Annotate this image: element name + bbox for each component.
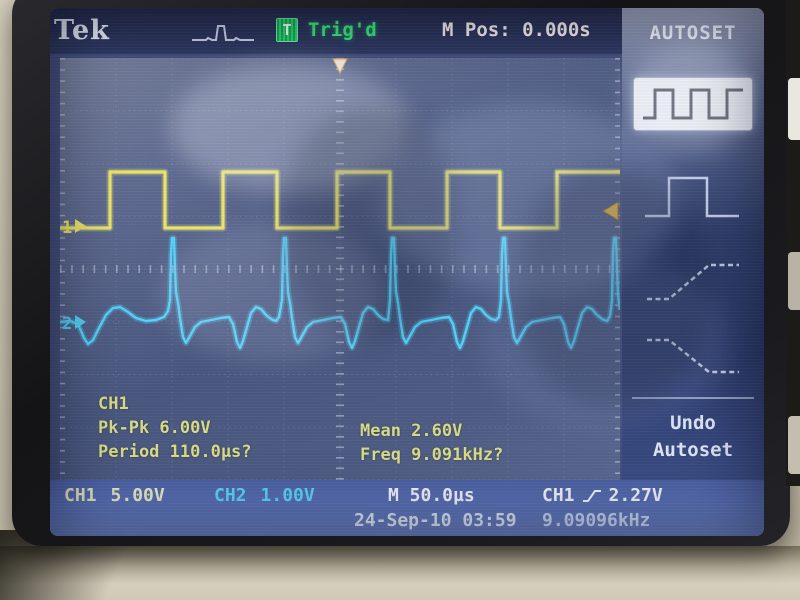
softkey-button[interactable] bbox=[788, 416, 800, 474]
pulse-icon bbox=[645, 176, 739, 218]
ch2-scale-readout: CH2 1.00V bbox=[214, 485, 315, 506]
ch2-marker[interactable]: 2 bbox=[62, 314, 72, 334]
timebase-readout: M 50.0µs bbox=[388, 485, 475, 506]
trigger-level-arrow-icon[interactable] bbox=[602, 201, 619, 221]
undo-autoset-button[interactable]: Undo Autoset bbox=[652, 412, 734, 461]
top-status-bar: Tek T Trig'd M Pos: 0.000s bbox=[50, 8, 622, 54]
softkey-button-column bbox=[786, 0, 800, 486]
tek-logo: Tek bbox=[54, 15, 110, 46]
mean-freq-measurement-block: Mean 2.60V Freq 9.091kHz? bbox=[360, 419, 503, 467]
falling-ramp-icon bbox=[647, 338, 739, 374]
measure-mean: Mean 2.60V bbox=[360, 421, 463, 441]
graticule-svg: 1 2 bbox=[60, 58, 620, 480]
softkey-button[interactable] bbox=[788, 252, 800, 310]
rising-ramp-icon bbox=[647, 263, 739, 301]
bottom-status-bar: CH1 5.00V CH2 1.00V M 50.0µs CH1 2.27V 24-… bbox=[50, 480, 764, 536]
ch1-measurement-block: CH1 Pk-Pk 6.00V Period 110.0µs? bbox=[98, 392, 252, 464]
grid-dots bbox=[60, 58, 620, 480]
ch2-trace bbox=[60, 236, 620, 350]
trigger-readout: CH1 2.27V bbox=[542, 485, 663, 506]
horizontal-position-readout: M Pos: 0.000s bbox=[442, 19, 591, 41]
datetime-readout: 24-Sep-10 03:59 bbox=[354, 510, 517, 531]
lcd-screen: Tek T Trig'd M Pos: 0.000s AUTOSET bbox=[50, 8, 764, 536]
menu-title: AUTOSET bbox=[649, 22, 737, 44]
measure-period: Period 110.0µs? bbox=[98, 442, 252, 462]
softkey-menu: AUTOSET bbox=[622, 8, 764, 480]
ch1-marker[interactable]: 1 bbox=[62, 218, 72, 238]
ch1-trace bbox=[60, 170, 620, 230]
trigger-status-label: Trig'd bbox=[308, 19, 377, 41]
measure-source: CH1 bbox=[98, 394, 129, 414]
ch1-trace-glow bbox=[60, 168, 620, 232]
square-wave-icon bbox=[643, 88, 743, 120]
ch1-scale-readout: CH1 5.00V bbox=[64, 485, 165, 506]
graticule-area: 1 2 CH1 Pk-Pk 6.00V Period 110.0µs? Mean… bbox=[60, 58, 620, 480]
trigger-t-icon: T bbox=[276, 18, 298, 42]
measure-pkpk: Pk-Pk 6.00V bbox=[98, 418, 211, 438]
menu-item-single-pulse[interactable] bbox=[641, 168, 745, 226]
ch2-marker-arrow-icon bbox=[75, 315, 86, 329]
frequency-counter-readout: 9.09096kHz bbox=[542, 510, 651, 531]
menu-item-falling-ramp[interactable] bbox=[641, 328, 745, 384]
ch1-marker-arrow-icon bbox=[75, 219, 86, 233]
softkey-button[interactable] bbox=[788, 78, 800, 140]
trigger-position-arrow-icon[interactable] bbox=[332, 58, 348, 75]
menu-item-rising-ramp[interactable] bbox=[641, 253, 745, 309]
menu-item-square-wave[interactable] bbox=[634, 78, 752, 130]
menu-divider bbox=[632, 397, 754, 399]
acquisition-waveform-icon bbox=[192, 25, 254, 41]
rising-slope-icon bbox=[582, 489, 601, 502]
measure-freq: Freq 9.091kHz? bbox=[360, 445, 504, 465]
